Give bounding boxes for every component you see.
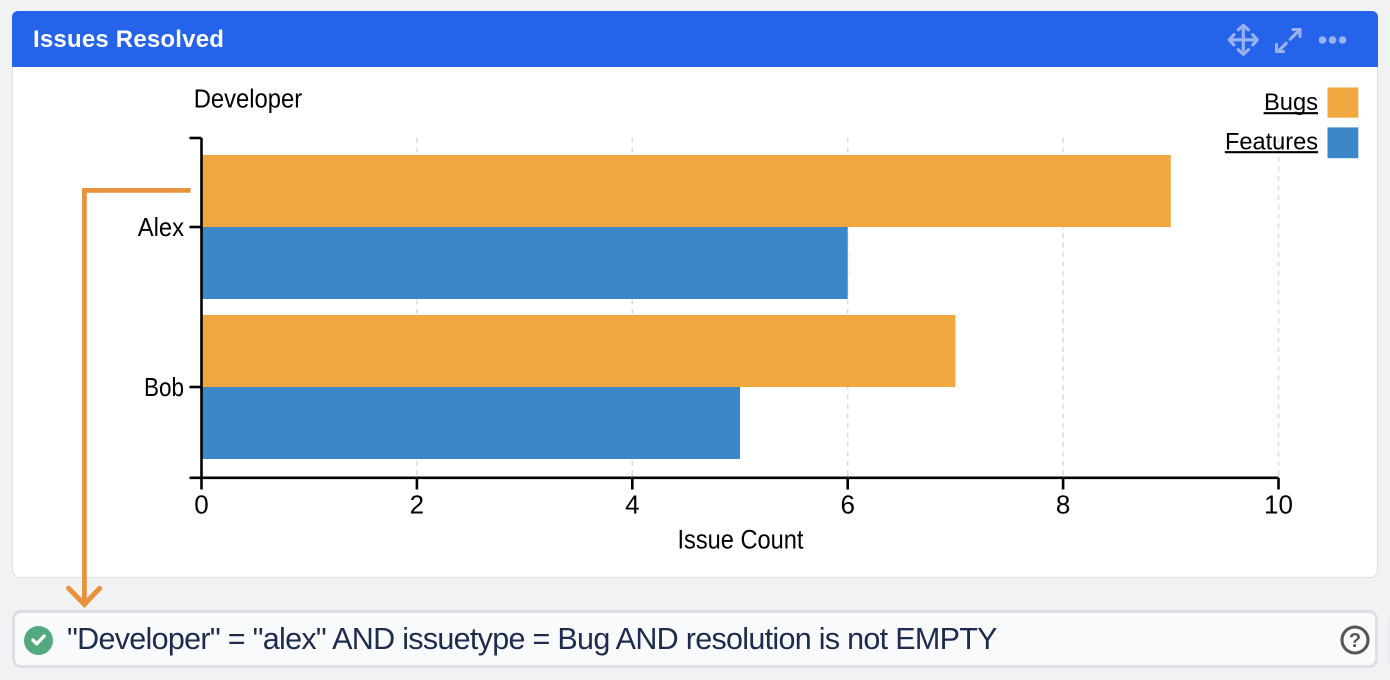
svg-text:Features: Features xyxy=(1225,128,1318,155)
svg-text:Bob: Bob xyxy=(144,372,184,402)
svg-text:10: 10 xyxy=(1264,489,1293,519)
svg-text:Developer: Developer xyxy=(194,85,303,113)
svg-text:4: 4 xyxy=(625,489,639,519)
svg-text:0: 0 xyxy=(194,489,208,519)
svg-text:Bugs: Bugs xyxy=(1264,89,1318,116)
svg-text:?: ? xyxy=(1349,630,1361,652)
svg-text:2: 2 xyxy=(410,489,424,519)
svg-text:6: 6 xyxy=(840,489,854,519)
svg-text:8: 8 xyxy=(1056,489,1070,519)
svg-text:Alex: Alex xyxy=(138,212,184,242)
svg-text:Issue Count: Issue Count xyxy=(678,524,804,554)
